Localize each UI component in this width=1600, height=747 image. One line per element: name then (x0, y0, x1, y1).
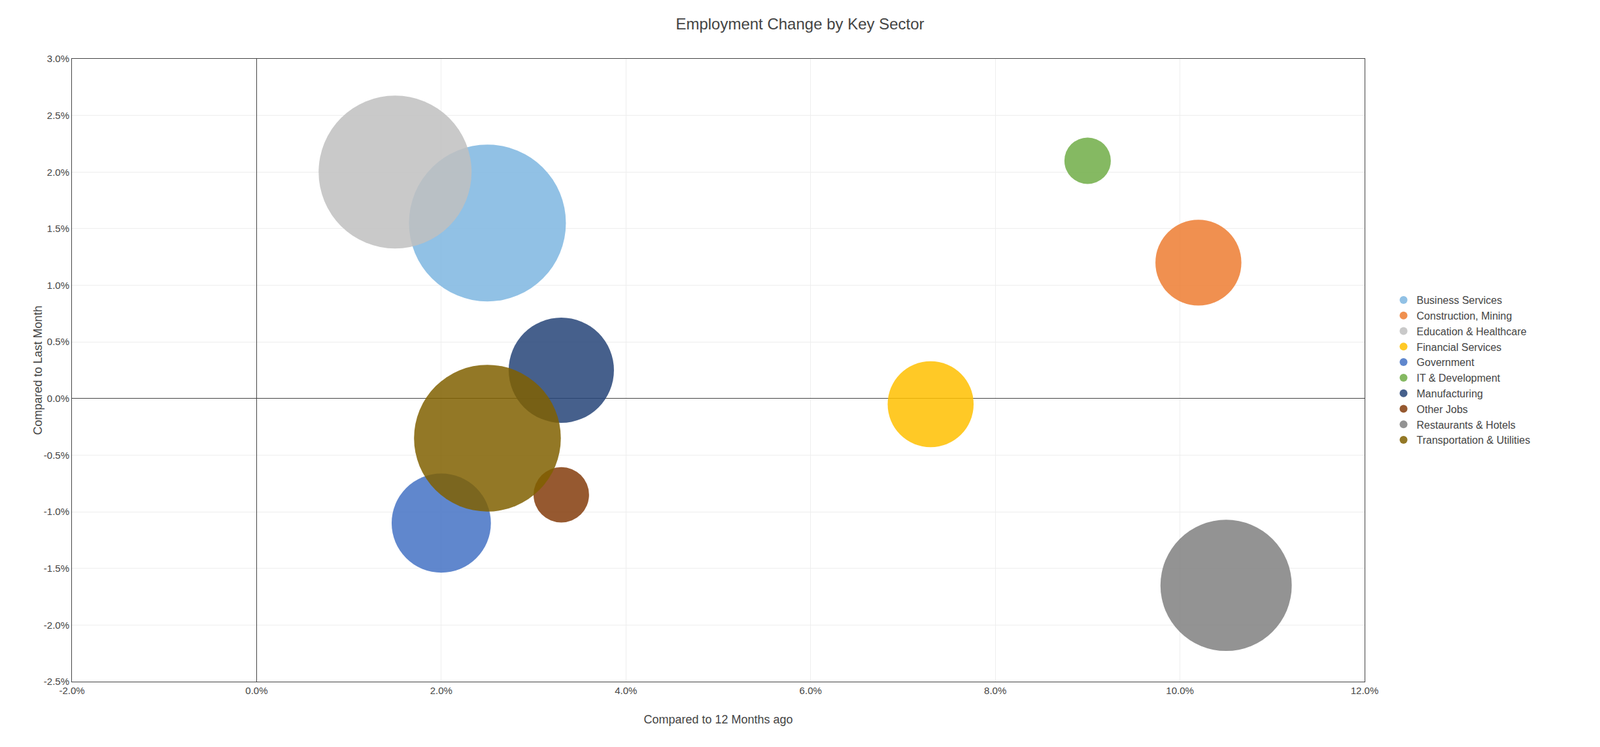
svg-text:2.0%: 2.0% (430, 685, 453, 697)
svg-text:1.0%: 1.0% (47, 279, 70, 291)
svg-text:Transportation & Utilities: Transportation & Utilities (1416, 434, 1531, 446)
svg-text:Government: Government (1416, 357, 1476, 369)
svg-text:-2.0%: -2.0% (58, 685, 85, 697)
svg-text:6.0%: 6.0% (799, 685, 822, 697)
svg-text:-1.5%: -1.5% (43, 562, 70, 575)
svg-text:Construction, Mining: Construction, Mining (1416, 310, 1513, 322)
svg-text:Compared to Last Month: Compared to Last Month (31, 305, 45, 435)
svg-text:3.0%: 3.0% (47, 52, 70, 65)
svg-text:-2.5%: -2.5% (43, 676, 70, 688)
svg-text:0.5%: 0.5% (47, 336, 70, 348)
svg-text:8.0%: 8.0% (984, 685, 1007, 697)
svg-text:-2.0%: -2.0% (43, 619, 70, 631)
svg-text:4.0%: 4.0% (614, 685, 637, 697)
svg-text:Employment Change by Key Secto: Employment Change by Key Sector (675, 15, 924, 33)
svg-text:10.0%: 10.0% (1165, 685, 1194, 697)
svg-text:-0.5%: -0.5% (43, 449, 70, 461)
svg-text:Business Services: Business Services (1416, 294, 1503, 307)
svg-text:Financial Services: Financial Services (1416, 341, 1502, 354)
svg-text:Compared to 12 Months ago: Compared to 12 Months ago (643, 713, 793, 727)
svg-text:IT & Development: IT & Development (1416, 372, 1501, 384)
svg-text:0.0%: 0.0% (245, 685, 268, 697)
svg-text:-1.0%: -1.0% (43, 506, 70, 518)
svg-text:12.0%: 12.0% (1350, 685, 1379, 697)
svg-text:Education & Healthcare: Education & Healthcare (1416, 326, 1527, 338)
svg-text:0.0%: 0.0% (47, 392, 70, 405)
svg-text:2.5%: 2.5% (47, 109, 70, 121)
svg-text:Restaurants & Hotels: Restaurants & Hotels (1416, 419, 1516, 431)
svg-text:Manufacturing: Manufacturing (1416, 388, 1483, 400)
svg-text:1.5%: 1.5% (47, 222, 70, 235)
svg-text:2.0%: 2.0% (47, 166, 70, 178)
svg-text:Other Jobs: Other Jobs (1416, 404, 1468, 416)
